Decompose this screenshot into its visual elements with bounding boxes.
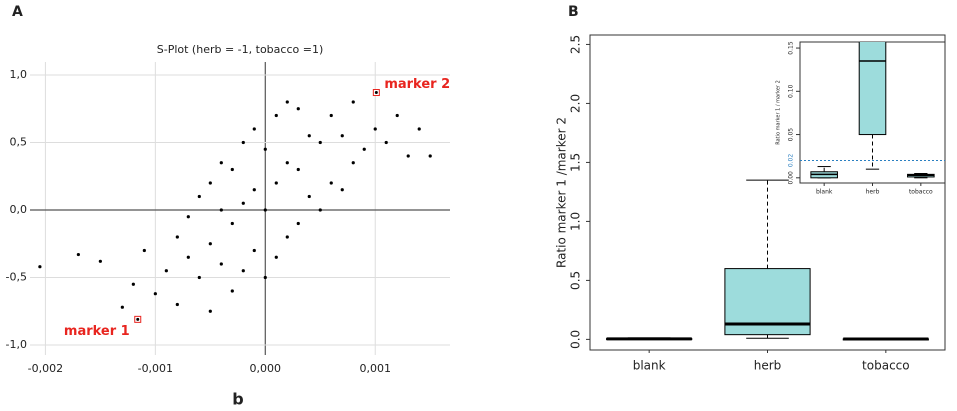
point <box>351 161 355 165</box>
y-tick-label: 1,0 <box>10 68 28 81</box>
x-tick-label: -0,001 <box>138 362 173 375</box>
point <box>318 140 322 145</box>
y-tick-label: -0,5 <box>6 270 27 283</box>
x-tick-label: tobacco <box>909 189 933 196</box>
annotation: marker 2 <box>384 77 450 92</box>
y-tick-label: 0,0 <box>10 203 28 216</box>
point <box>241 269 245 273</box>
y-tick-label: 0.05 <box>788 128 795 142</box>
point <box>252 248 256 253</box>
point <box>296 221 300 226</box>
x-tick-label: 0,000 <box>250 362 282 375</box>
point <box>318 208 322 212</box>
point <box>263 275 267 280</box>
point <box>219 208 223 212</box>
point <box>230 167 234 172</box>
point <box>395 113 399 118</box>
point <box>263 208 267 212</box>
chart-title: S-Plot (herb = -1, tobacco =1) <box>157 43 323 56</box>
y-tick-label: -1,0 <box>6 338 27 351</box>
point <box>208 309 212 313</box>
point <box>274 181 278 185</box>
panel-label: A <box>12 4 23 20</box>
point <box>373 127 377 131</box>
x-tick-label: herb <box>754 359 782 373</box>
point <box>164 269 168 273</box>
point <box>241 140 245 145</box>
point <box>351 100 355 104</box>
point <box>208 181 212 185</box>
point <box>230 289 234 293</box>
box <box>858 42 887 136</box>
x-tick-label: blank <box>633 359 666 373</box>
annotation: marker 1 <box>64 324 130 339</box>
point <box>274 255 278 259</box>
point <box>406 154 410 158</box>
point <box>362 147 366 151</box>
y-tick-label: 2.0 <box>569 94 583 113</box>
annotated-dot <box>136 317 140 321</box>
point <box>285 235 289 239</box>
point <box>307 194 311 199</box>
point <box>219 262 223 266</box>
y-tick-label: 0.00 <box>788 171 795 185</box>
x-tick-label: blank <box>816 189 833 196</box>
x-tick-label: 0,001 <box>359 362 391 375</box>
annotated-dot <box>374 91 378 95</box>
point <box>208 242 212 246</box>
point <box>230 221 234 226</box>
point <box>285 161 289 165</box>
point <box>241 201 245 205</box>
y-tick-label: 0.15 <box>788 41 795 55</box>
y-tick-label: 2.5 <box>569 35 583 54</box>
y-tick-label: 1.0 <box>569 212 583 231</box>
point <box>153 292 157 296</box>
y-tick-label: 1.5 <box>569 153 583 172</box>
point <box>428 154 432 158</box>
y-axis-label: Ratio marker 1 /marker 2 <box>555 117 569 268</box>
point <box>175 302 179 307</box>
reference-label: 0.02 <box>788 154 795 168</box>
panel-label: B <box>568 4 579 20</box>
plot-area <box>810 42 935 179</box>
point <box>252 127 256 131</box>
point <box>296 107 300 111</box>
point <box>329 113 333 118</box>
point <box>197 194 201 199</box>
point <box>340 188 344 192</box>
point <box>120 305 124 309</box>
point <box>76 252 80 257</box>
y-axis-label: Ratio marker 1 / marker 2 <box>776 80 782 145</box>
point <box>186 255 190 259</box>
point <box>274 113 278 118</box>
x-tick-label: tobacco <box>862 359 910 373</box>
point <box>307 134 311 138</box>
point <box>142 248 146 253</box>
point <box>175 235 179 239</box>
point <box>285 100 289 104</box>
point <box>131 282 135 286</box>
y-tick-label: 0.10 <box>788 84 795 98</box>
point <box>186 215 190 219</box>
point <box>219 161 223 165</box>
y-tick-label: 0,5 <box>10 135 28 148</box>
plot-area <box>606 179 929 341</box>
x-axis-label: b <box>232 390 243 409</box>
point <box>197 275 201 280</box>
point <box>252 188 256 192</box>
point <box>98 259 102 263</box>
y-tick-label: 0.0 <box>569 330 583 349</box>
point <box>417 127 421 131</box>
y-tick-label: 0.5 <box>569 271 583 290</box>
point <box>38 265 42 269</box>
point <box>329 181 333 185</box>
x-tick-label: herb <box>866 189 880 196</box>
point <box>263 147 267 151</box>
point <box>340 134 344 138</box>
x-tick-label: -0,002 <box>28 362 63 375</box>
point <box>384 140 388 145</box>
point <box>296 167 300 172</box>
